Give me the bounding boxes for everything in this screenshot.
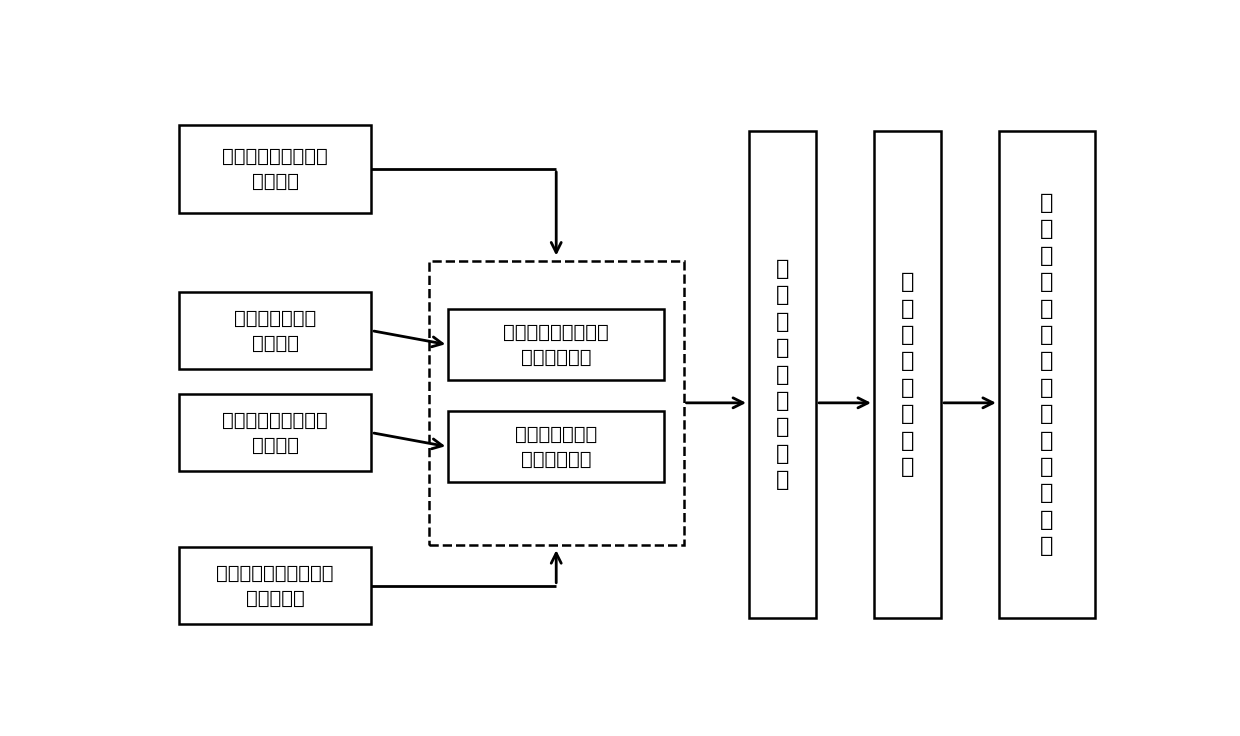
Bar [749,131,816,618]
Text: 边
界
参
数
最
优
解
搜
索: 边 界 参 数 最 优 解 搜 索 [776,259,789,490]
Text: 给定平板结构的各项
已知参数: 给定平板结构的各项 已知参数 [222,147,329,191]
Bar [179,125,371,213]
Bar [448,309,665,381]
Text: 给定平板结构受到的
瞬态激励: 给定平板结构受到的 瞬态激励 [222,411,329,455]
Bar [448,411,665,482]
Bar [179,394,371,471]
Bar [179,548,371,624]
Bar [874,131,941,618]
Text: 最优解搜索模型
（优化算法）: 最优解搜索模型 （优化算法） [515,425,598,469]
Text: 给定平板结构的
初始状态: 给定平板结构的 初始状态 [234,308,316,353]
Text: 设定平板结构边界参数
的可调范围: 设定平板结构边界参数 的可调范围 [216,564,334,608]
Text: 平板结构瞬态声辐射
理论计算方程: 平板结构瞬态声辐射 理论计算方程 [503,323,609,367]
Bar [998,131,1095,618]
Text: 获
得
最
优
边
界
条
件: 获 得 最 优 边 界 条 件 [900,272,914,477]
Bar [429,261,683,545]
Text: 根
据
最
优
边
界
条
件
形
成
平
板
结
构: 根 据 最 优 边 界 条 件 形 成 平 板 结 构 [1040,193,1054,556]
Bar [179,292,371,369]
